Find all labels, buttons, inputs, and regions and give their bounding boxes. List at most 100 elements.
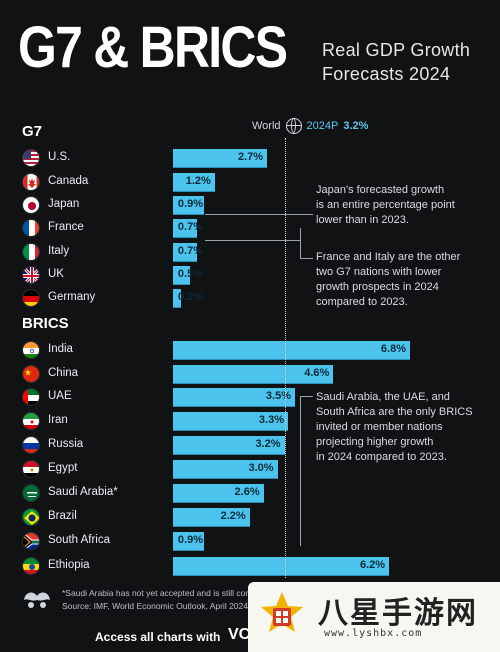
bar-row: Saudi Arabia* 2.6% — [0, 482, 500, 504]
note-france-italy-line: growth prospects in 2024 — [316, 281, 439, 293]
note-france-italy-line: France and Italy are the other — [316, 251, 461, 263]
bar-row: China 4.6% — [0, 363, 500, 385]
watermark-logo-icon — [261, 592, 303, 632]
iran-flag-icon — [22, 412, 40, 430]
germany-flag-icon — [22, 289, 40, 307]
bar — [173, 173, 215, 192]
bar — [173, 436, 285, 455]
note-france-italy-line: two G7 nations with lower — [316, 266, 442, 278]
bar-value-label: 6.8% — [380, 343, 406, 355]
bar — [173, 388, 295, 407]
uae-flag-icon — [22, 388, 40, 406]
world-reference: World 2024P 3.2% — [252, 118, 368, 134]
connector-france-italy-h — [300, 258, 313, 259]
note-france-italy: France and Italy are the other two G7 na… — [316, 250, 460, 310]
bar — [173, 365, 334, 384]
footnote: *Saudi Arabia has not yet accepted and i… — [62, 587, 250, 613]
page-title: G7 & BRICS — [18, 15, 288, 80]
subtitle-line-2: Forecasts 2024 — [322, 64, 451, 84]
bar-row: Ethiopia 6.2% — [0, 555, 500, 577]
bar-value-label: 3.2% — [255, 438, 281, 450]
country-label: Canada — [48, 175, 89, 187]
note-brics-line: South Africa are the only BRICS — [316, 406, 473, 418]
egypt-flag-icon — [22, 460, 40, 478]
connector-japan — [205, 214, 313, 215]
bar — [173, 243, 198, 262]
footer-brand: VC — [228, 626, 251, 643]
bar-value-label: 2.6% — [234, 486, 260, 498]
connector-brics-v — [300, 396, 301, 546]
japan-flag-icon — [22, 196, 40, 214]
bar — [173, 341, 410, 360]
note-brics-line: Saudi Arabia, the UAE, and — [316, 391, 450, 403]
ethiopia-flag-icon — [22, 557, 40, 575]
bar-row: France 0.7% — [0, 217, 500, 239]
subtitle-line-1: Real GDP Growth — [322, 40, 471, 60]
bar-row: Egypt 3.0% — [0, 458, 500, 480]
connector-brics-h — [300, 396, 313, 397]
bar-row: U.S. 2.7% — [0, 147, 500, 169]
bar-value-label: 4.6% — [304, 367, 330, 379]
bar — [173, 484, 264, 503]
note-japan-line: Japan's forecasted growth — [316, 184, 445, 196]
bar-value-label: 3.0% — [248, 462, 274, 474]
brazil-flag-icon — [22, 508, 40, 526]
bar — [173, 412, 288, 431]
note-japan: Japan's forecasted growth is an entire p… — [316, 183, 455, 228]
bar-row: India 6.8% — [0, 339, 500, 361]
note-brics: Saudi Arabia, the UAE, and South Africa … — [316, 390, 473, 465]
note-brics-line: invited or member nations — [316, 421, 443, 433]
country-label: Germany — [48, 291, 96, 303]
note-brics-line: projecting higher growth — [316, 436, 434, 448]
bar-row: South Africa 0.9% — [0, 530, 500, 552]
bar-value-label: 6.2% — [360, 559, 386, 571]
bar-value-label: 0.7% — [177, 221, 203, 233]
uk-flag-icon — [22, 266, 40, 284]
bar-row: UK 0.5% — [0, 264, 500, 286]
footer-cta[interactable]: Access all charts with — [95, 630, 221, 644]
country-label: Brazil — [48, 510, 77, 522]
watermark-url: www.lyshbx.com — [324, 628, 423, 639]
bar — [173, 149, 268, 168]
country-label: UK — [48, 268, 64, 280]
bar-value-label: 0.2% — [177, 291, 203, 303]
bar — [173, 557, 390, 576]
bar-value-label: 0.5% — [177, 268, 203, 280]
country-label: Iran — [48, 414, 68, 426]
bar-value-label: 0.7% — [177, 245, 203, 257]
bar-row: Russia 3.2% — [0, 434, 500, 456]
china-flag-icon — [22, 365, 40, 383]
country-label: France — [48, 221, 84, 233]
world-reference-line — [284, 138, 286, 578]
country-label: Italy — [48, 245, 70, 257]
bar — [173, 266, 191, 285]
bar-value-label: 1.2% — [185, 175, 211, 187]
globe-icon — [285, 118, 302, 134]
watermark-name: 八星手游网 — [318, 596, 478, 631]
page-subtitle: Real GDP Growth Forecasts 2024 — [322, 38, 470, 86]
country-label: Japan — [48, 198, 80, 210]
bar-value-label: 0.9% — [177, 198, 203, 210]
world-value: 3.2% — [343, 120, 369, 132]
header: G7 & BRICS Real GDP Growth Forecasts 202… — [0, 0, 500, 110]
bar — [173, 196, 205, 215]
bar — [173, 532, 205, 551]
bar-value-label: 0.9% — [177, 534, 203, 546]
note-brics-line: in 2024 compared to 2023. — [316, 451, 447, 463]
country-label: South Africa — [48, 534, 111, 546]
bar — [173, 289, 181, 308]
world-period: 2024P — [306, 120, 339, 132]
world-label: World — [252, 120, 281, 132]
bar-row: Brazil 2.2% — [0, 506, 500, 528]
connector-france-italy — [205, 240, 300, 241]
france-flag-icon — [22, 219, 40, 237]
italy-flag-icon — [22, 243, 40, 261]
bar-row: Iran 3.3% — [0, 410, 500, 432]
south-africa-flag-icon — [22, 532, 40, 550]
country-label: India — [48, 343, 73, 355]
canada-flag-icon — [22, 173, 40, 191]
bar — [173, 219, 198, 238]
note-japan-line: is an entire percentage point — [316, 199, 455, 211]
mustache-icon — [24, 592, 50, 608]
section-label-brics: BRICS — [22, 315, 69, 332]
